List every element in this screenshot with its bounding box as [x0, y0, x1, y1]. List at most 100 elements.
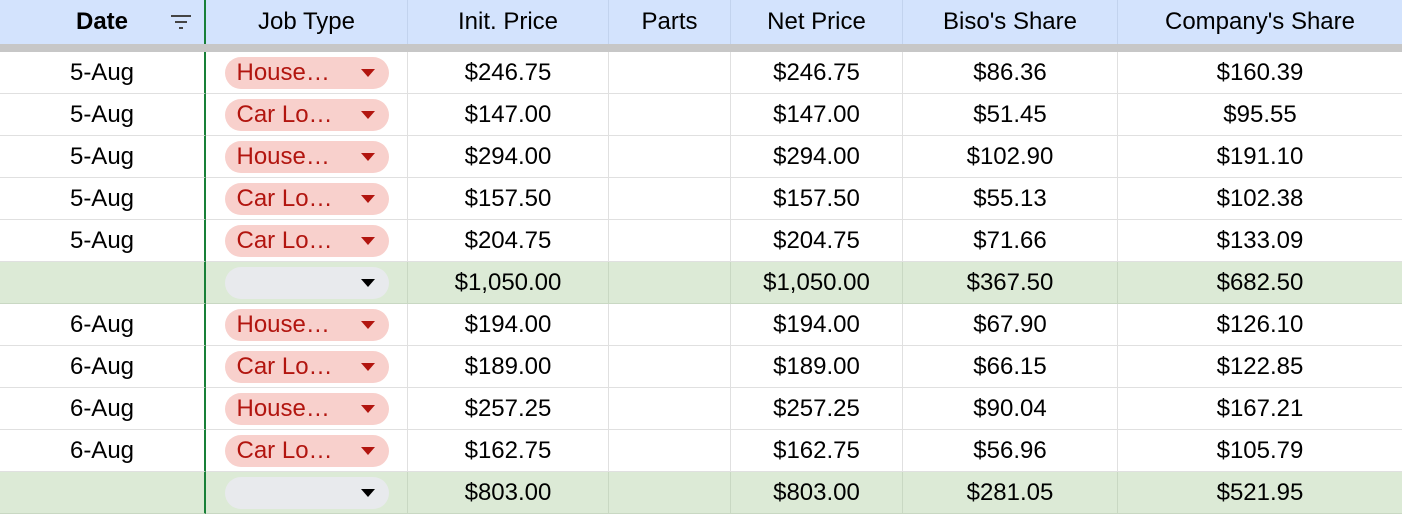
parts-cell[interactable]	[609, 52, 731, 94]
init-price-cell[interactable]: $189.00	[408, 346, 609, 388]
init-price-cell[interactable]: $294.00	[408, 136, 609, 178]
dropdown-arrow-icon[interactable]	[360, 194, 375, 203]
parts-cell[interactable]	[609, 262, 731, 304]
company-share-cell[interactable]: $191.10	[1118, 136, 1402, 178]
header-biso-share[interactable]: Biso's Share	[903, 0, 1118, 44]
dropdown-arrow-icon[interactable]	[360, 278, 375, 287]
net-price-cell[interactable]: $204.75	[731, 220, 903, 262]
header-company-share[interactable]: Company's Share	[1118, 0, 1402, 44]
job-type-cell[interactable]: Car Lo…	[206, 346, 408, 388]
job-type-cell[interactable]: Car Lo…	[206, 220, 408, 262]
net-price-cell[interactable]: $257.25	[731, 388, 903, 430]
job-type-cell[interactable]: Car Lo…	[206, 430, 408, 472]
dropdown-arrow-icon[interactable]	[360, 110, 375, 119]
date-cell[interactable]: 5-Aug	[0, 52, 206, 94]
company-share-cell[interactable]: $126.10	[1118, 304, 1402, 346]
company-share-cell[interactable]: $682.50	[1118, 262, 1402, 304]
date-cell[interactable]: 6-Aug	[0, 430, 206, 472]
date-cell[interactable]	[0, 262, 206, 304]
dropdown-arrow-icon[interactable]	[360, 320, 375, 329]
parts-cell[interactable]	[609, 220, 731, 262]
biso-share-cell[interactable]: $281.05	[903, 472, 1118, 514]
job-type-cell[interactable]	[206, 262, 408, 304]
company-share-cell[interactable]: $102.38	[1118, 178, 1402, 220]
net-price-cell[interactable]: $803.00	[731, 472, 903, 514]
parts-cell[interactable]	[609, 388, 731, 430]
biso-share-cell[interactable]: $71.66	[903, 220, 1118, 262]
parts-cell[interactable]	[609, 178, 731, 220]
date-cell[interactable]: 6-Aug	[0, 304, 206, 346]
net-price-cell[interactable]: $1,050.00	[731, 262, 903, 304]
job-type-dropdown[interactable]	[224, 266, 389, 299]
header-date[interactable]: Date	[0, 0, 206, 44]
parts-cell[interactable]	[609, 136, 731, 178]
net-price-cell[interactable]: $162.75	[731, 430, 903, 472]
job-type-dropdown[interactable]: House…	[224, 56, 389, 89]
biso-share-cell[interactable]: $56.96	[903, 430, 1118, 472]
init-price-cell[interactable]: $257.25	[408, 388, 609, 430]
parts-cell[interactable]	[609, 430, 731, 472]
date-cell[interactable]: 5-Aug	[0, 220, 206, 262]
job-type-cell[interactable]: Car Lo…	[206, 178, 408, 220]
job-type-dropdown[interactable]: House…	[224, 392, 389, 425]
biso-share-cell[interactable]: $51.45	[903, 94, 1118, 136]
job-type-dropdown[interactable]: Car Lo…	[224, 98, 389, 131]
job-type-cell[interactable]: House…	[206, 388, 408, 430]
biso-share-cell[interactable]: $66.15	[903, 346, 1118, 388]
job-type-cell[interactable]: Car Lo…	[206, 94, 408, 136]
company-share-cell[interactable]: $122.85	[1118, 346, 1402, 388]
dropdown-arrow-icon[interactable]	[360, 152, 375, 161]
header-net-price[interactable]: Net Price	[731, 0, 903, 44]
date-cell[interactable]: 5-Aug	[0, 94, 206, 136]
dropdown-arrow-icon[interactable]	[360, 236, 375, 245]
biso-share-cell[interactable]: $90.04	[903, 388, 1118, 430]
net-price-cell[interactable]: $246.75	[731, 52, 903, 94]
dropdown-arrow-icon[interactable]	[360, 362, 375, 371]
company-share-cell[interactable]: $95.55	[1118, 94, 1402, 136]
biso-share-cell[interactable]: $86.36	[903, 52, 1118, 94]
parts-cell[interactable]	[609, 472, 731, 514]
net-price-cell[interactable]: $194.00	[731, 304, 903, 346]
net-price-cell[interactable]: $294.00	[731, 136, 903, 178]
biso-share-cell[interactable]: $367.50	[903, 262, 1118, 304]
company-share-cell[interactable]: $105.79	[1118, 430, 1402, 472]
job-type-cell[interactable]: House…	[206, 136, 408, 178]
date-cell[interactable]	[0, 472, 206, 514]
parts-cell[interactable]	[609, 94, 731, 136]
dropdown-arrow-icon[interactable]	[360, 446, 375, 455]
net-price-cell[interactable]: $147.00	[731, 94, 903, 136]
init-price-cell[interactable]: $204.75	[408, 220, 609, 262]
parts-cell[interactable]	[609, 346, 731, 388]
date-cell[interactable]: 6-Aug	[0, 388, 206, 430]
net-price-cell[interactable]: $157.50	[731, 178, 903, 220]
date-cell[interactable]: 6-Aug	[0, 346, 206, 388]
company-share-cell[interactable]: $521.95	[1118, 472, 1402, 514]
init-price-cell[interactable]: $194.00	[408, 304, 609, 346]
filter-icon[interactable]	[170, 13, 192, 31]
init-price-cell[interactable]: $1,050.00	[408, 262, 609, 304]
job-type-cell[interactable]	[206, 472, 408, 514]
header-job-type[interactable]: Job Type	[206, 0, 408, 44]
init-price-cell[interactable]: $162.75	[408, 430, 609, 472]
dropdown-arrow-icon[interactable]	[360, 404, 375, 413]
init-price-cell[interactable]: $157.50	[408, 178, 609, 220]
company-share-cell[interactable]: $133.09	[1118, 220, 1402, 262]
header-init-price[interactable]: Init. Price	[408, 0, 609, 44]
job-type-dropdown[interactable]	[224, 476, 389, 509]
date-cell[interactable]: 5-Aug	[0, 136, 206, 178]
dropdown-arrow-icon[interactable]	[360, 488, 375, 497]
dropdown-arrow-icon[interactable]	[360, 68, 375, 77]
init-price-cell[interactable]: $803.00	[408, 472, 609, 514]
job-type-dropdown[interactable]: House…	[224, 140, 389, 173]
job-type-dropdown[interactable]: Car Lo…	[224, 434, 389, 467]
job-type-cell[interactable]: House…	[206, 304, 408, 346]
company-share-cell[interactable]: $167.21	[1118, 388, 1402, 430]
parts-cell[interactable]	[609, 304, 731, 346]
biso-share-cell[interactable]: $102.90	[903, 136, 1118, 178]
job-type-dropdown[interactable]: Car Lo…	[224, 182, 389, 215]
job-type-dropdown[interactable]: Car Lo…	[224, 224, 389, 257]
init-price-cell[interactable]: $246.75	[408, 52, 609, 94]
header-parts[interactable]: Parts	[609, 0, 731, 44]
frozen-row-divider[interactable]	[0, 44, 1402, 52]
biso-share-cell[interactable]: $67.90	[903, 304, 1118, 346]
